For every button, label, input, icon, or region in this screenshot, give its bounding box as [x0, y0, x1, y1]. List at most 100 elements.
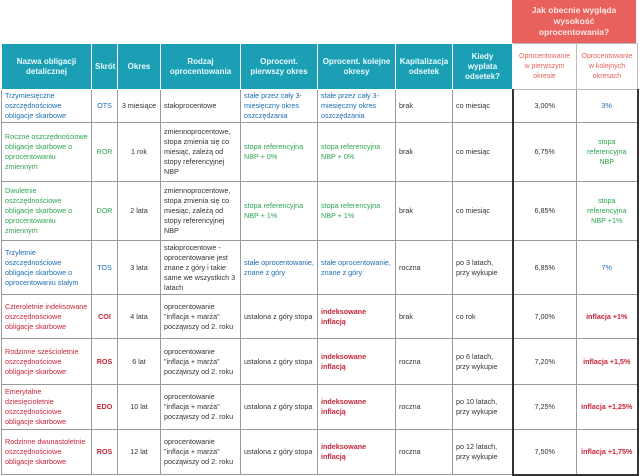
cell-interest-payout: co rok: [452, 294, 513, 339]
table-row: Trzyletnie oszczędnościowe obligacje ska…: [1, 240, 639, 295]
cell-period: 12 lat: [117, 429, 161, 475]
cell-first-period-rate: stopa referencyjna NBP + 1%: [240, 181, 318, 241]
cell-symbol: COI: [91, 294, 118, 339]
cell-current-first-rate: 7,25%: [511, 384, 577, 430]
cell-interest-payout: po 12 latach, przy wykupie: [452, 429, 513, 475]
cell-first-period-rate: ustalona z góry stopa: [240, 294, 318, 339]
cell-next-periods-rate: indeksowane inflacją: [317, 384, 396, 430]
cell-current-next-rate: stopa referencyjna NBP: [576, 122, 639, 182]
table-row: Czteroletnie indeksowane oszczędnościowe…: [1, 294, 639, 339]
cell-next-periods-rate: stopa referencyjna NBP + 0%: [317, 122, 396, 182]
cell-current-next-rate: inflacja +1,25%: [576, 384, 639, 430]
cell-period: 3 lata: [117, 240, 161, 295]
table-row: Rodzinne dwunastoletnie oszczędnościowe …: [1, 429, 639, 476]
table-row: Trzymiesięczne oszczędnościowe obligacje…: [1, 89, 639, 123]
bonds-table: Nazwa obligacji detalicznej Skrót Okres Rod…: [1, 43, 639, 476]
cell-capitalization: brak: [395, 122, 453, 182]
cell-period: 1 rok: [117, 122, 161, 182]
cell-current-first-rate: 6,85%: [511, 181, 577, 241]
cell-next-periods-rate: stałe oprocentowanie, znane z góry: [317, 240, 396, 295]
cell-current-first-rate: 6,75%: [511, 122, 577, 182]
cell-rate-type: oprocentowanie "inflacja + marża" począw…: [160, 429, 241, 475]
cell-bond-name: Dwuletnie oszczędnościowe obligacje skar…: [1, 181, 92, 241]
cell-period: 4 lata: [117, 294, 161, 339]
cell-symbol: ROR: [91, 122, 118, 182]
cell-next-periods-rate: stałe przez cały 3-miesięczny okres oszc…: [317, 89, 396, 123]
cell-first-period-rate: stałe przez cały 3-miesięczny okres oszc…: [240, 89, 318, 123]
cell-capitalization: brak: [395, 294, 453, 339]
column-header-next-periods-rate: Oprocent. kolejne okresy: [317, 43, 396, 90]
cell-current-first-rate: 7,20%: [511, 338, 577, 385]
cell-rate-type: stałoprocentowe: [160, 89, 241, 123]
column-header-rate-type: Rodzaj oprocentowania: [160, 43, 241, 90]
cell-current-next-rate: inflacja +1%: [576, 294, 639, 339]
table-row: Dwuletnie oszczędnościowe obligacje skar…: [1, 181, 639, 241]
cell-next-periods-rate: stopa referencyjna NBP + 1%: [317, 181, 396, 241]
column-header-capitalization: Kapitalizacja odsetek: [395, 43, 453, 90]
cell-interest-payout: po 6 latach, przy wykupie: [452, 338, 513, 385]
cell-bond-name: Roczne oszczędnościowe obligacje skarbow…: [1, 122, 92, 182]
cell-first-period-rate: stopa referencyjna NBP + 0%: [240, 122, 318, 182]
cell-interest-payout: co miesiąc: [452, 181, 513, 241]
cell-bond-name: Rodzinne sześcioletnie oszczędnościowe o…: [1, 338, 92, 385]
cell-period: 6 lat: [117, 338, 161, 385]
cell-first-period-rate: ustalona z góry stopa: [240, 429, 318, 475]
column-header-bond-name: Nazwa obligacji detalicznej: [1, 43, 92, 90]
column-header-symbol: Skrót: [91, 43, 118, 90]
cell-interest-payout: po 10 latach, przy wykupie: [452, 384, 513, 430]
cell-capitalization: roczna: [395, 240, 453, 295]
cell-current-first-rate: 7,00%: [511, 294, 577, 339]
cell-next-periods-rate: indeksowane inflacją: [317, 429, 396, 475]
cell-interest-payout: co miesiąc: [452, 122, 513, 182]
cell-period: 3 miesiące: [117, 89, 161, 123]
column-header-current-next-rate: Oprocentowanie w kolejnych okresach: [576, 43, 638, 90]
cell-rate-type: oprocentowanie "inflacja + marża" począw…: [160, 384, 241, 430]
cell-symbol: ROS: [91, 429, 118, 475]
cell-capitalization: brak: [395, 89, 453, 123]
cell-bond-name: Trzyletnie oszczędnościowe obligacje ska…: [1, 240, 92, 295]
header-row: Nazwa obligacji detalicznej Skrót Okres Rod…: [1, 43, 638, 90]
cell-rate-type: zmiennoprocentowe, stopa zmienia się co …: [160, 181, 241, 241]
cell-current-next-rate: stopa referencyjna NBP +1%: [576, 181, 639, 241]
cell-symbol: ROS: [91, 338, 118, 385]
cell-symbol: DOR: [91, 181, 118, 241]
cell-current-first-rate: 3,00%: [511, 89, 577, 123]
cell-next-periods-rate: indeksowane inflacją: [317, 338, 396, 385]
column-header-interest-payout: Kiedy wypłata odsetek?: [452, 43, 513, 90]
cell-interest-payout: po 3 latach, przy wykupie: [452, 240, 513, 295]
cell-first-period-rate: ustalona z góry stopa: [240, 338, 318, 385]
table-row: Rodzinne sześcioletnie oszczędnościowe o…: [1, 338, 639, 385]
cell-bond-name: Trzymiesięczne oszczędnościowe obligacje…: [1, 89, 92, 123]
cell-capitalization: roczna: [395, 429, 453, 475]
cell-symbol: TOS: [91, 240, 118, 295]
cell-period: 2 lata: [117, 181, 161, 241]
cell-first-period-rate: stałe oprocentowanie, znane z góry: [240, 240, 318, 295]
cell-capitalization: roczna: [395, 384, 453, 430]
cell-rate-type: zmiennoprocentowe, stopa zmienia się co …: [160, 122, 241, 182]
cell-rate-type: oprocentowanie "inflacja + marża" począw…: [160, 294, 241, 339]
cell-bond-name: Emerytalne dziesięcioletnie oszczędności…: [1, 384, 92, 430]
cell-bond-name: Czteroletnie indeksowane oszczędnościowe…: [1, 294, 92, 339]
cell-bond-name: Rodzinne dwunastoletnie oszczędnościowe …: [1, 429, 92, 475]
cell-current-next-rate: inflacja +1,75%: [576, 429, 639, 476]
cell-current-next-rate: 3%: [576, 89, 639, 123]
table-row: Roczne oszczędnościowe obligacje skarbow…: [1, 122, 639, 182]
interest-rate-callout-header: Jak obecnie wygląda wysokość oprocentowa…: [512, 0, 636, 43]
cell-rate-type: oprocentowanie "inflacja + marża" począw…: [160, 338, 241, 385]
cell-current-next-rate: 7%: [576, 240, 639, 295]
cell-period: 10 lat: [117, 384, 161, 430]
column-header-current-first-rate: Oprocentowanie w pierwszym okresie: [512, 43, 577, 90]
cell-interest-payout: co miesiąc: [452, 89, 513, 123]
cell-current-first-rate: 6,85%: [511, 240, 577, 295]
cell-capitalization: brak: [395, 181, 453, 241]
column-header-first-period-rate: Oprocent. pierwszy okres: [240, 43, 318, 90]
cell-current-first-rate: 7,50%: [511, 429, 577, 476]
cell-rate-type: stałoprocentowe - oprocentowanie jest zn…: [160, 240, 241, 295]
cell-symbol: EDO: [91, 384, 118, 430]
cell-symbol: OTS: [91, 89, 118, 123]
cell-capitalization: roczna: [395, 338, 453, 385]
cell-current-next-rate: inflacja +1,5%: [576, 338, 639, 385]
cell-first-period-rate: ustalona z góry stopa: [240, 384, 318, 430]
column-header-period: Okres: [117, 43, 161, 90]
table-row: Emerytalne dziesięcioletnie oszczędności…: [1, 384, 639, 430]
